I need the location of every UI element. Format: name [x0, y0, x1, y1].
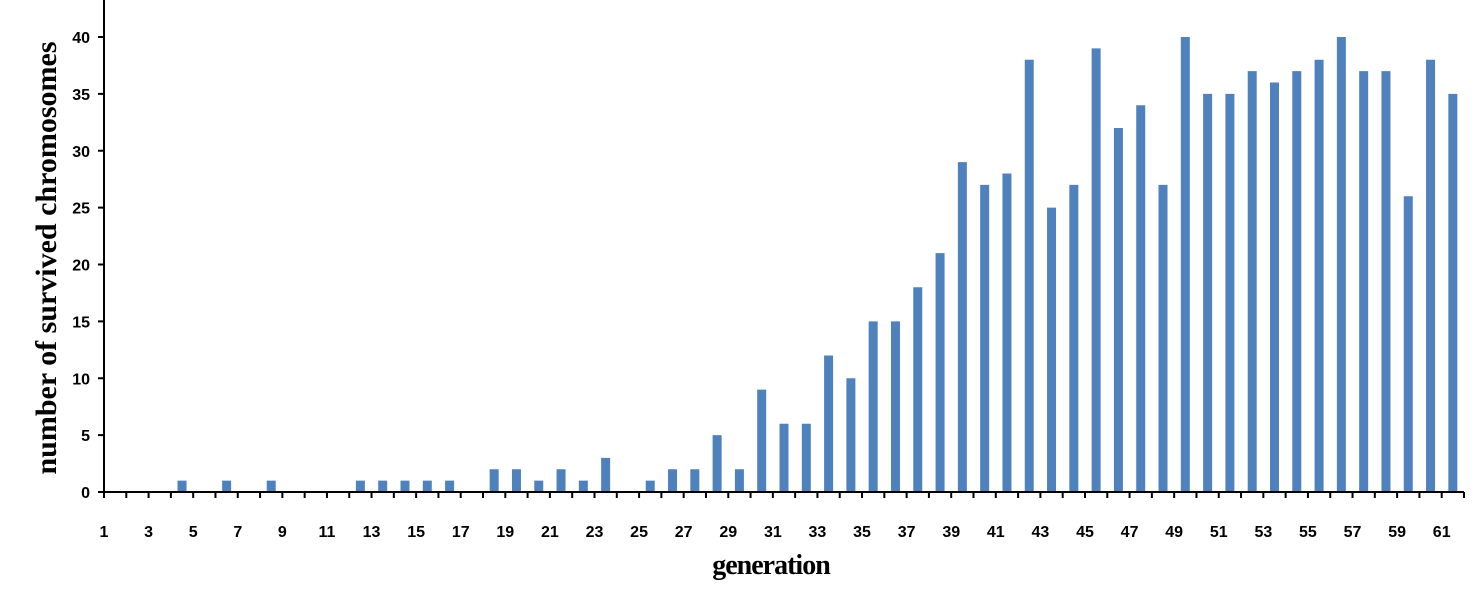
bar-gen-47	[1136, 105, 1146, 492]
bar-gen-30	[757, 389, 767, 493]
y-tick-label: 30	[72, 144, 90, 161]
bar-gen-45	[1091, 48, 1101, 493]
x-tick-label: 5	[189, 524, 198, 541]
x-tick-label: 47	[1121, 524, 1139, 541]
x-tick-label: 53	[1254, 524, 1272, 541]
bar-gen-54	[1292, 71, 1302, 493]
bar-gen-44	[1069, 184, 1079, 493]
bar-gen-34	[846, 378, 856, 492]
x-axis-title: generation	[712, 550, 831, 581]
bar-gen-27	[690, 469, 700, 492]
bar-gen-56	[1336, 37, 1346, 492]
x-tick-label: 45	[1076, 524, 1094, 541]
bar-gen-21	[556, 469, 566, 492]
bar-gen-19	[511, 469, 521, 492]
y-tick-label: 20	[72, 258, 90, 275]
bar-gen-6	[222, 480, 232, 493]
bar-gen-12	[355, 480, 365, 493]
x-tick-label: 1	[100, 524, 109, 541]
x-tick-label: 11	[318, 524, 335, 541]
x-tick-label: 21	[541, 524, 559, 541]
bar-gen-58	[1381, 71, 1391, 493]
bar-gen-55	[1314, 59, 1324, 492]
x-tick-label: 15	[407, 524, 425, 541]
x-tick-label: 31	[764, 524, 782, 541]
x-tick-label: 41	[987, 524, 1005, 541]
bar-gen-25	[645, 480, 655, 493]
bar-gen-31	[779, 423, 789, 492]
y-axis: 0 5 10 15 20 25 30 35 40	[72, 0, 105, 502]
x-tick-label: 35	[853, 524, 871, 541]
x-tick-label: 29	[719, 524, 737, 541]
bars-group	[177, 37, 1458, 493]
y-tick-label: 0	[81, 485, 90, 502]
bar-gen-40	[980, 184, 990, 493]
x-tick-label: 17	[452, 524, 470, 541]
bar-gen-18	[489, 469, 499, 492]
x-tick-label: 27	[675, 524, 693, 541]
bar-gen-20	[534, 480, 544, 493]
bar-gen-29	[734, 469, 744, 492]
bar-gen-39	[957, 162, 967, 493]
x-tick-label: 55	[1299, 524, 1317, 541]
bar-gen-32	[801, 423, 811, 492]
x-tick-label: 3	[144, 524, 153, 541]
x-tick-label: 25	[630, 524, 648, 541]
bar-gen-38	[935, 253, 945, 493]
bar-gen-26	[668, 469, 678, 492]
y-tick-label: 35	[72, 87, 90, 104]
bar-gen-13	[378, 480, 388, 493]
bar-gen-43	[1047, 207, 1057, 493]
bar-gen-61	[1448, 93, 1458, 493]
bar-gen-8	[266, 480, 276, 493]
bar-gen-28	[712, 435, 722, 493]
bar-gen-57	[1359, 71, 1369, 493]
x-tick-label: 33	[809, 524, 827, 541]
bar-gen-51	[1225, 93, 1235, 493]
bar-gen-22	[578, 480, 588, 493]
x-tick-label: 37	[898, 524, 916, 541]
y-tick-label: 10	[72, 371, 90, 388]
x-axis: 1 3 5 7 9 11 13 15 17 19 21 23 25 27 29 31 33 35 37 39 41 43 4…	[100, 491, 1465, 541]
bar-gen-52	[1247, 71, 1257, 493]
bar-gen-59	[1403, 196, 1413, 492]
x-tick-label: 7	[233, 524, 242, 541]
y-tick-label: 5	[81, 428, 90, 445]
bar-gen-41	[1002, 173, 1012, 492]
bar-gen-35	[868, 321, 878, 493]
y-axis-title: number of survived chromosomes	[30, 41, 63, 474]
bar-gen-60	[1426, 59, 1436, 492]
y-tick-label: 40	[72, 30, 90, 47]
bar-gen-33	[824, 355, 834, 492]
x-tick-label: 39	[942, 524, 960, 541]
bar-gen-42	[1024, 59, 1034, 492]
bar-gen-48	[1158, 184, 1168, 493]
bar-gen-4	[177, 480, 187, 493]
bar-gen-23	[601, 457, 611, 493]
bar-gen-50	[1203, 93, 1213, 493]
bar-gen-37	[913, 287, 923, 492]
x-tick-label: 57	[1344, 524, 1362, 541]
y-tick-label: 15	[72, 314, 90, 331]
bar-gen-36	[890, 321, 900, 493]
bar-gen-53	[1269, 82, 1279, 492]
x-tick-label: 51	[1210, 524, 1228, 541]
x-tick-label: 13	[363, 524, 381, 541]
x-tick-label: 61	[1433, 524, 1451, 541]
x-tick-label: 23	[586, 524, 604, 541]
bar-gen-49	[1180, 37, 1190, 492]
x-tick-label: 9	[278, 524, 287, 541]
bar-gen-14	[400, 480, 410, 493]
x-tick-label: 19	[496, 524, 514, 541]
x-tick-label: 43	[1031, 524, 1049, 541]
bar-gen-16	[445, 480, 455, 493]
x-tick-label: 59	[1388, 524, 1406, 541]
x-tick-label: 49	[1165, 524, 1183, 541]
bar-gen-15	[422, 480, 432, 493]
y-tick-label: 25	[72, 201, 90, 218]
bar-gen-46	[1113, 128, 1123, 492]
